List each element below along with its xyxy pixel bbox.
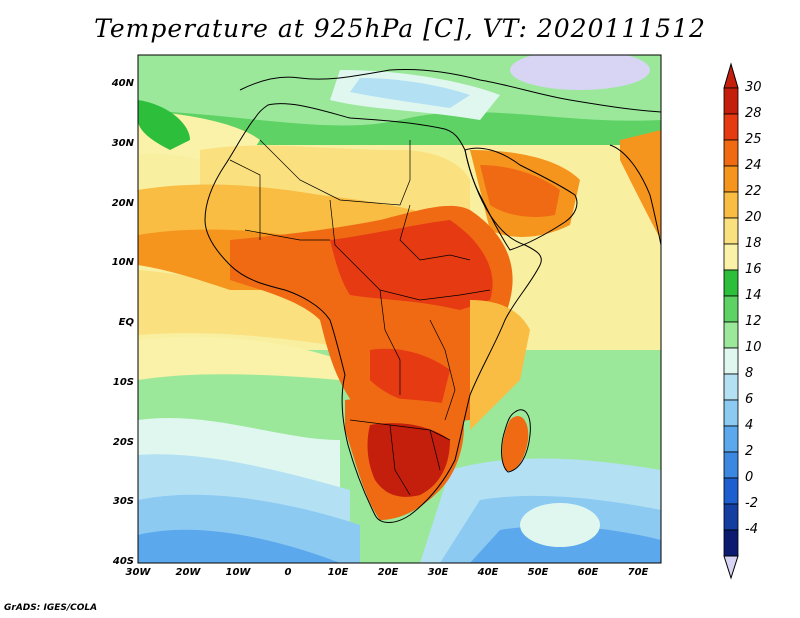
- colorbar: [723, 62, 739, 580]
- colorbar-swatch: [723, 425, 739, 453]
- field-trop-band-1: [138, 336, 340, 380]
- field-blob-south-9: [520, 503, 600, 547]
- lat-label: 30N: [111, 137, 134, 149]
- colorbar-swatch: [723, 451, 739, 479]
- coastline-arabia: [464, 147, 578, 251]
- lat-label: 20S: [112, 436, 134, 448]
- lat-label: 20N: [111, 197, 134, 209]
- lon-label: 60E: [577, 567, 599, 578]
- border-6: [379, 289, 401, 395]
- border-11: [244, 229, 330, 241]
- field-central-hot-3: [370, 348, 450, 410]
- colorbar-swatch: [723, 217, 739, 245]
- colorbar-label: 22: [745, 184, 762, 199]
- border-3: [329, 199, 361, 271]
- colorbar-swatch: [723, 269, 739, 297]
- coastlines: [204, 69, 661, 523]
- map-frame: [137, 54, 662, 564]
- colorbar-label: 14: [745, 288, 762, 303]
- lon-label: 20E: [377, 567, 399, 578]
- border-1: [259, 139, 411, 206]
- colorbar-label: 25: [745, 132, 762, 147]
- colorbar-swatch: [723, 477, 739, 505]
- field-trop-band-2: [138, 270, 330, 345]
- border-8: [349, 419, 451, 441]
- colorbar-swatch: [723, 321, 739, 349]
- colorbar-swatch: [723, 529, 739, 557]
- lat-label: 10N: [111, 257, 134, 269]
- colorbar-label: 18: [745, 236, 762, 251]
- border-10: [429, 429, 441, 471]
- colorbar-label: 12: [745, 314, 762, 329]
- border-7: [429, 319, 456, 421]
- lon-label: 30W: [125, 567, 151, 578]
- colorbar-label: 24: [745, 158, 762, 173]
- field-madagascar: [502, 416, 529, 471]
- colorbar-label: 2: [745, 444, 754, 459]
- lat-label: 10S: [112, 376, 134, 388]
- lon-label: 70E: [627, 567, 649, 578]
- colorbar-swatch: [723, 165, 739, 193]
- colorbar-under-arrow: [723, 555, 739, 580]
- border-4: [399, 204, 471, 261]
- colorbar-label: 30: [745, 80, 762, 95]
- colorbar-swatch: [723, 87, 739, 115]
- colorbar-label: 6: [745, 392, 754, 407]
- field-east-coast: [470, 300, 530, 430]
- lon-label: 20W: [175, 567, 201, 578]
- colorbar-label: 20: [745, 210, 762, 225]
- field-southern-hot-2: [367, 423, 450, 497]
- lat-label: 40S: [112, 556, 134, 567]
- colorbar-over-arrow: [723, 62, 739, 89]
- country-borders: [229, 139, 491, 496]
- temperature-field: [138, 55, 661, 563]
- colorbar-label: 10: [745, 340, 762, 355]
- colorbar-swatch: [723, 191, 739, 219]
- colorbar-swatch: [723, 139, 739, 167]
- colorbar-swatch: [723, 503, 739, 531]
- lon-label: 50E: [527, 567, 549, 578]
- colorbar-swatch: [723, 295, 739, 323]
- field-blob-north-5: [510, 55, 650, 90]
- border-2: [229, 159, 261, 240]
- colorbar-swatch: [723, 347, 739, 375]
- lat-label: EQ: [118, 317, 134, 328]
- field-band-north-7: [138, 100, 190, 150]
- colorbar-label: 0: [745, 470, 754, 485]
- lon-label: 40E: [477, 567, 499, 578]
- field-arabia-2: [480, 165, 560, 217]
- map-title: Temperature at 925hPa [C], VT: 202011151…: [94, 14, 706, 43]
- colorbar-label: 8: [745, 366, 754, 381]
- colorbar-label: -2: [745, 496, 758, 511]
- field-central-hot-2: [330, 220, 493, 310]
- credit-text: GrADS: IGES/COLA: [4, 603, 98, 613]
- colorbar-swatch: [723, 373, 739, 401]
- coastline-india: [609, 144, 661, 246]
- colorbar-label: 4: [745, 418, 754, 433]
- colorbar-swatch: [723, 243, 739, 271]
- colorbar-label: -4: [745, 522, 758, 537]
- field-band-north-4: [350, 78, 470, 108]
- coastline-madagascar: [501, 409, 531, 473]
- lat-label: 40N: [111, 78, 134, 89]
- lon-label: 10W: [225, 567, 251, 578]
- colorbar-label: 16: [745, 262, 762, 277]
- border-9: [389, 424, 411, 496]
- border-5: [359, 269, 491, 301]
- lon-label: 10E: [327, 567, 349, 578]
- lat-label: 30S: [112, 496, 134, 508]
- colorbar-swatch: [723, 113, 739, 141]
- lon-label: 0: [284, 567, 292, 578]
- coastline-europe: [239, 69, 661, 113]
- field-band-south-5: [138, 529, 340, 563]
- lon-label: 30E: [427, 567, 449, 578]
- colorbar-label: 28: [745, 106, 762, 121]
- colorbar-swatch: [723, 399, 739, 427]
- field-india: [620, 130, 661, 240]
